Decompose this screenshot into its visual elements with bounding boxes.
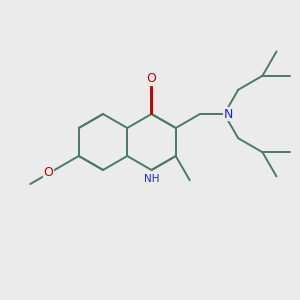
Text: O: O [147,73,156,85]
Text: N: N [224,107,233,121]
Text: NH: NH [144,174,159,184]
Text: O: O [44,166,53,178]
